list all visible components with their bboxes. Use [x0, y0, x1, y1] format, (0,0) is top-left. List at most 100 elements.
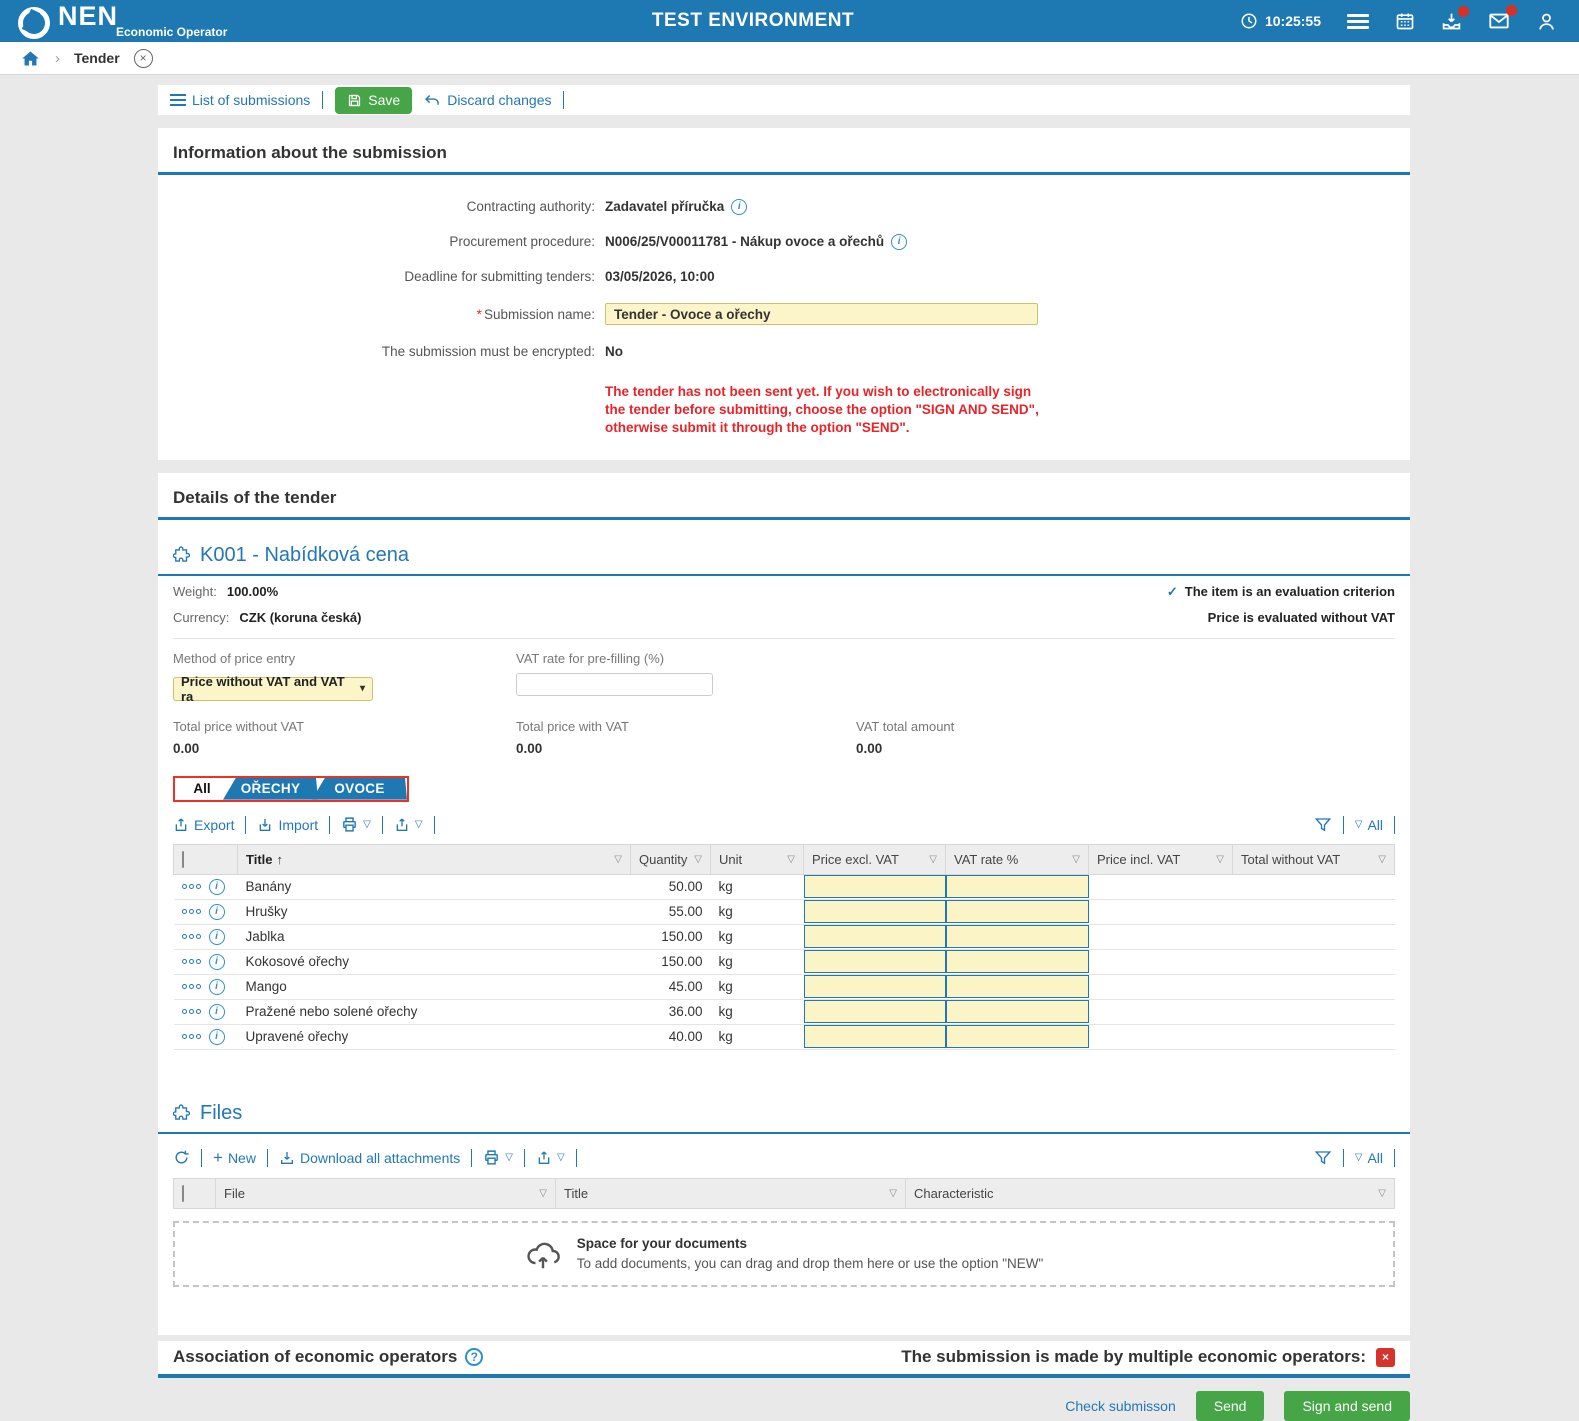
- filter-all-dropdown[interactable]: ▽ All: [1354, 1149, 1383, 1166]
- filter-icon[interactable]: ▽: [1072, 853, 1080, 865]
- price-incl-vat-cell: [1088, 874, 1233, 900]
- method-of-price-entry-select[interactable]: Price without VAT and VAT ra ▾: [173, 674, 373, 704]
- vat-rate-input[interactable]: [945, 925, 1089, 949]
- tab-ovoce[interactable]: OVOCE: [312, 778, 407, 800]
- vat-rate-input[interactable]: [945, 900, 1089, 924]
- share-button[interactable]: ▽: [394, 817, 423, 833]
- filter-all-dropdown[interactable]: ▽ All: [1354, 816, 1383, 833]
- close-tab-icon[interactable]: ×: [133, 48, 153, 68]
- contracting-authority-label: Contracting authority:: [466, 199, 595, 214]
- column-header-total[interactable]: Total without VAT: [1241, 851, 1341, 867]
- list-icon: [170, 91, 186, 109]
- row-menu-icon[interactable]: [181, 909, 201, 915]
- filter-icon[interactable]: ▽: [1378, 853, 1386, 865]
- row-menu-icon[interactable]: [181, 934, 201, 940]
- refresh-button[interactable]: [173, 1149, 190, 1166]
- menu-icon[interactable]: [1347, 11, 1369, 32]
- row-menu-icon[interactable]: [181, 959, 201, 965]
- price-excl-vat-input[interactable]: [803, 1000, 946, 1024]
- price-excl-vat-input[interactable]: [803, 975, 946, 999]
- multiple-operators-toggle[interactable]: ×: [1376, 1347, 1395, 1367]
- vat-rate-input[interactable]: [945, 1025, 1089, 1049]
- row-menu-icon[interactable]: [181, 984, 201, 990]
- info-icon[interactable]: i: [208, 1028, 225, 1045]
- info-icon[interactable]: i: [208, 928, 225, 945]
- price-excl-vat-input[interactable]: [803, 900, 946, 924]
- row-menu-icon[interactable]: [181, 1009, 201, 1015]
- share-button[interactable]: ▽: [536, 1150, 565, 1166]
- vat-prefill-label: VAT rate for pre-filling (%): [516, 650, 665, 666]
- column-header-price-incl[interactable]: Price incl. VAT: [1097, 851, 1181, 867]
- list-of-submissions-link[interactable]: List of submissions: [170, 91, 310, 109]
- import-button[interactable]: Import: [257, 817, 318, 833]
- breadcrumb-separator-icon: ›: [55, 49, 60, 67]
- send-button[interactable]: Send: [1195, 1390, 1265, 1421]
- filter-icon[interactable]: ▽: [1216, 853, 1224, 865]
- row-menu-icon[interactable]: [181, 1034, 201, 1040]
- user-icon[interactable]: [1536, 11, 1557, 32]
- filter-icon[interactable]: ▽: [614, 853, 622, 865]
- column-header-quantity[interactable]: Quantity: [639, 851, 688, 867]
- home-icon[interactable]: [20, 48, 41, 69]
- inbox-button[interactable]: [1441, 5, 1469, 32]
- vat-rate-input[interactable]: [945, 975, 1089, 999]
- filter-icon[interactable]: ▽: [539, 1187, 547, 1199]
- row-menu-icon[interactable]: [181, 884, 201, 890]
- vat-rate-input[interactable]: [945, 950, 1089, 974]
- column-settings-icon[interactable]: [182, 850, 184, 868]
- price-excl-vat-input[interactable]: [803, 1025, 946, 1049]
- download-all-attachments-button[interactable]: Download all attachments: [279, 1150, 460, 1166]
- price-excl-vat-input[interactable]: [803, 950, 946, 974]
- check-submission-link[interactable]: Check submisson: [1065, 1397, 1176, 1414]
- submission-name-input[interactable]: [605, 303, 1038, 325]
- save-button[interactable]: Save: [335, 86, 413, 114]
- vat-rate-input[interactable]: [945, 1000, 1089, 1024]
- nen-logo[interactable]: NEN Economic Operator: [18, 3, 227, 39]
- tab-orechy[interactable]: OŘECHY: [223, 778, 318, 800]
- sign-and-send-button[interactable]: Sign and send: [1284, 1390, 1410, 1421]
- vat-rate-input[interactable]: [945, 875, 1089, 899]
- column-settings-icon[interactable]: [182, 1184, 184, 1202]
- price-excl-vat-input[interactable]: [803, 875, 946, 899]
- info-icon[interactable]: i: [891, 233, 908, 250]
- discard-changes-link[interactable]: Discard changes: [424, 92, 551, 109]
- info-icon[interactable]: i: [208, 1003, 225, 1020]
- undo-icon: [424, 92, 441, 109]
- column-header-file[interactable]: File: [224, 1185, 245, 1201]
- column-header-price-excl[interactable]: Price excl. VAT: [812, 851, 899, 867]
- deadline-value: 03/05/2026, 10:00: [605, 269, 715, 284]
- check-icon: ✓: [1166, 583, 1178, 599]
- tab-all[interactable]: All: [175, 777, 229, 800]
- filter-button[interactable]: [1314, 816, 1332, 834]
- info-icon[interactable]: i: [208, 878, 225, 895]
- column-header-characteristic[interactable]: Characteristic: [914, 1185, 994, 1201]
- column-header-title[interactable]: Title: [564, 1185, 589, 1201]
- vat-prefill-input[interactable]: [516, 672, 713, 696]
- column-header-title[interactable]: Title: [246, 851, 273, 867]
- filter-icon[interactable]: ▽: [889, 1187, 897, 1199]
- encrypted-row: The submission must be encrypted: No: [158, 334, 1410, 369]
- price-excl-vat-input[interactable]: [803, 925, 946, 949]
- print-button[interactable]: ▽: [483, 1149, 513, 1166]
- filter-icon[interactable]: ▽: [1378, 1187, 1386, 1199]
- print-button[interactable]: ▽: [341, 816, 371, 833]
- info-icon[interactable]: i: [208, 953, 225, 970]
- calendar-icon[interactable]: [1395, 11, 1415, 31]
- column-header-unit[interactable]: Unit: [719, 851, 743, 867]
- total-with-vat-value: 0.00: [516, 740, 543, 756]
- filter-icon[interactable]: ▽: [787, 853, 795, 865]
- info-icon[interactable]: i: [208, 903, 225, 920]
- filter-icon[interactable]: ▽: [929, 853, 937, 865]
- info-icon[interactable]: i: [731, 198, 748, 215]
- info-icon[interactable]: i: [208, 978, 225, 995]
- clock: 10:25:55: [1240, 12, 1321, 30]
- documents-dropzone[interactable]: Space for your documents To add document…: [173, 1220, 1395, 1287]
- new-file-button[interactable]: + New: [213, 1147, 256, 1167]
- column-header-vat-rate[interactable]: VAT rate %: [954, 851, 1019, 867]
- filter-icon[interactable]: ▽: [694, 853, 702, 865]
- messages-button[interactable]: [1488, 5, 1517, 32]
- filter-button[interactable]: [1314, 1149, 1332, 1167]
- export-button[interactable]: Export: [173, 817, 234, 833]
- item-title: Jablka: [237, 924, 631, 950]
- help-icon[interactable]: ?: [465, 1348, 484, 1367]
